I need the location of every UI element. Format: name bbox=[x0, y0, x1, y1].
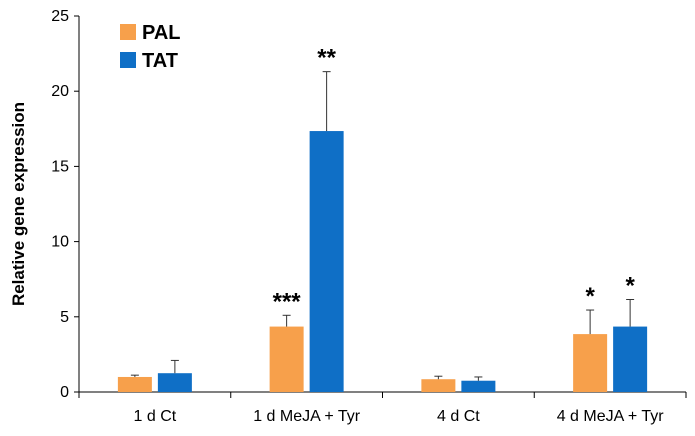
y-tick-label: 20 bbox=[51, 83, 69, 100]
y-tick-label: 10 bbox=[51, 234, 69, 251]
legend-swatch-pal bbox=[120, 24, 136, 40]
significance-label: * bbox=[585, 283, 595, 310]
y-tick-label: 5 bbox=[60, 309, 69, 326]
y-axis-title: Relative gene expression bbox=[9, 102, 28, 306]
y-tick-label: 25 bbox=[51, 8, 69, 25]
legend-label-tat: TAT bbox=[142, 50, 178, 72]
legend-swatch-tat bbox=[120, 52, 136, 68]
bar-tat bbox=[613, 326, 648, 392]
significance-label: * bbox=[625, 273, 635, 300]
x-tick-label: 4 d Ct bbox=[437, 408, 480, 425]
bar-pal bbox=[573, 334, 608, 392]
y-tick-label: 0 bbox=[60, 384, 69, 401]
bar-tat bbox=[461, 380, 496, 392]
x-tick-label: 4 d MeJA + Tyr bbox=[557, 408, 665, 425]
significance-label: ** bbox=[317, 45, 336, 72]
bar-pal bbox=[269, 326, 304, 392]
legend-label-pal: PAL bbox=[142, 22, 181, 44]
x-tick-label: 1 d Ct bbox=[134, 408, 177, 425]
bar-tat bbox=[157, 373, 192, 392]
bar-tat bbox=[309, 131, 344, 392]
bar-pal bbox=[117, 376, 152, 392]
legend: PAL TAT bbox=[120, 22, 181, 72]
bar-pal bbox=[421, 379, 456, 392]
significance-label: *** bbox=[273, 288, 302, 315]
x-tick-label: 1 d MeJA + Tyr bbox=[253, 408, 361, 425]
y-tick-label: 15 bbox=[51, 158, 69, 175]
